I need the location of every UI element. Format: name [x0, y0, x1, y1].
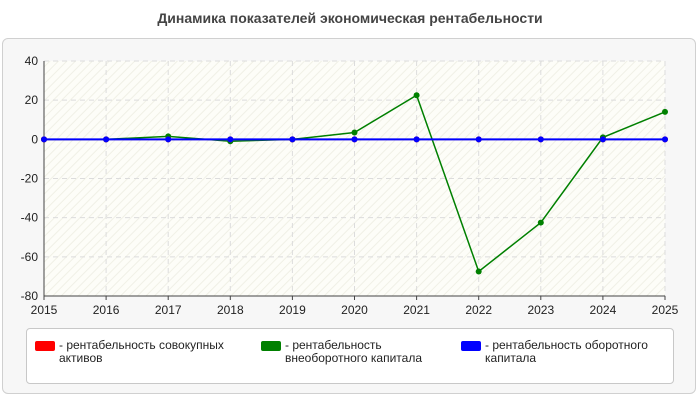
series-2	[41, 136, 668, 143]
legend-swatch-green	[261, 341, 281, 351]
grid-lines	[44, 60, 666, 296]
data-point	[227, 136, 234, 143]
x-tick-label: 2021	[403, 303, 430, 317]
data-point	[413, 92, 420, 99]
x-tick-label: 2020	[341, 303, 368, 317]
series-lines	[41, 92, 668, 275]
x-tick-label: 2023	[527, 303, 554, 317]
data-point	[103, 136, 110, 143]
data-point	[289, 136, 296, 143]
data-point	[475, 268, 482, 275]
data-point	[351, 129, 358, 136]
data-point	[41, 136, 47, 143]
data-point	[165, 136, 172, 143]
data-point	[537, 219, 544, 226]
y-tick-label: -20	[21, 172, 39, 186]
legend-label: - рентабельность совокупных активов	[59, 338, 224, 365]
legend-swatch-red	[35, 341, 55, 351]
x-tick-label: 2025	[652, 303, 679, 317]
data-point	[351, 136, 358, 143]
x-tick-label: 2018	[217, 303, 244, 317]
legend-swatch-blue	[461, 341, 481, 351]
data-point	[413, 136, 420, 143]
x-tick-label: 2022	[465, 303, 492, 317]
legend-label: - рентабельность внеоборотного капитала	[285, 338, 422, 365]
chart-title: Динамика показателей экономическая рента…	[157, 10, 543, 26]
x-tick-label: 2024	[590, 303, 617, 317]
data-point	[475, 136, 482, 143]
legend: - рентабельность совокупных активов - ре…	[26, 328, 674, 384]
data-point	[599, 136, 606, 143]
data-point	[537, 136, 544, 143]
y-tick-label: -80	[21, 289, 39, 303]
x-tick-label: 2016	[93, 303, 120, 317]
legend-item-total-assets: - рентабельность совокупных активов	[35, 339, 224, 365]
legend-item-working-capital: - рентабельность оборотного капитала	[461, 339, 648, 365]
y-tick-label: 40	[25, 54, 39, 68]
axes	[43, 61, 666, 300]
y-tick-label: 20	[25, 93, 39, 107]
data-point	[662, 136, 668, 143]
y-tick-label: -60	[21, 250, 39, 264]
legend-label: - рентабельность оборотного капитала	[485, 338, 648, 365]
x-tick-label: 2019	[279, 303, 306, 317]
data-point	[662, 108, 668, 115]
y-tick-label: -40	[21, 211, 39, 225]
y-tick-label: 0	[31, 132, 38, 146]
legend-item-noncurrent-capital: - рентабельность внеоборотного капитала	[261, 339, 422, 365]
x-tick-label: 2015	[31, 303, 58, 317]
x-tick-label: 2017	[155, 303, 182, 317]
